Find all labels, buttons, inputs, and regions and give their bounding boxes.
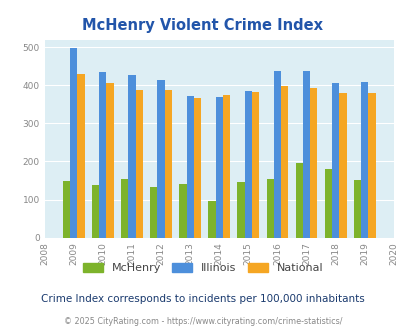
Bar [99,72,106,238]
Bar [128,75,135,238]
Bar [353,181,360,238]
Legend: McHenry, Illinois, National: McHenry, Illinois, National [83,263,322,273]
Bar [273,71,280,238]
Bar [331,83,339,238]
Bar [339,93,346,238]
Text: McHenry Violent Crime Index: McHenry Violent Crime Index [82,18,323,33]
Bar [360,82,367,238]
Bar [309,87,317,238]
Bar [252,92,259,238]
Bar [208,201,215,238]
Bar [295,163,302,238]
Bar [135,90,143,238]
Bar [266,179,273,238]
Bar [106,83,113,238]
Text: © 2025 CityRating.com - https://www.cityrating.com/crime-statistics/: © 2025 CityRating.com - https://www.city… [64,317,341,326]
Bar [70,48,77,238]
Bar [280,86,288,238]
Bar [215,97,222,238]
Bar [150,187,157,238]
Bar [186,96,193,238]
Bar [302,71,309,238]
Bar [244,91,252,238]
Bar [77,74,85,238]
Bar [179,183,186,238]
Bar [92,185,99,238]
Bar [324,169,331,238]
Bar [367,93,375,238]
Bar [121,179,128,238]
Bar [222,95,230,238]
Bar [157,80,164,238]
Bar [237,182,244,238]
Bar [193,98,200,238]
Bar [63,181,70,238]
Text: Crime Index corresponds to incidents per 100,000 inhabitants: Crime Index corresponds to incidents per… [41,294,364,304]
Bar [164,90,172,238]
